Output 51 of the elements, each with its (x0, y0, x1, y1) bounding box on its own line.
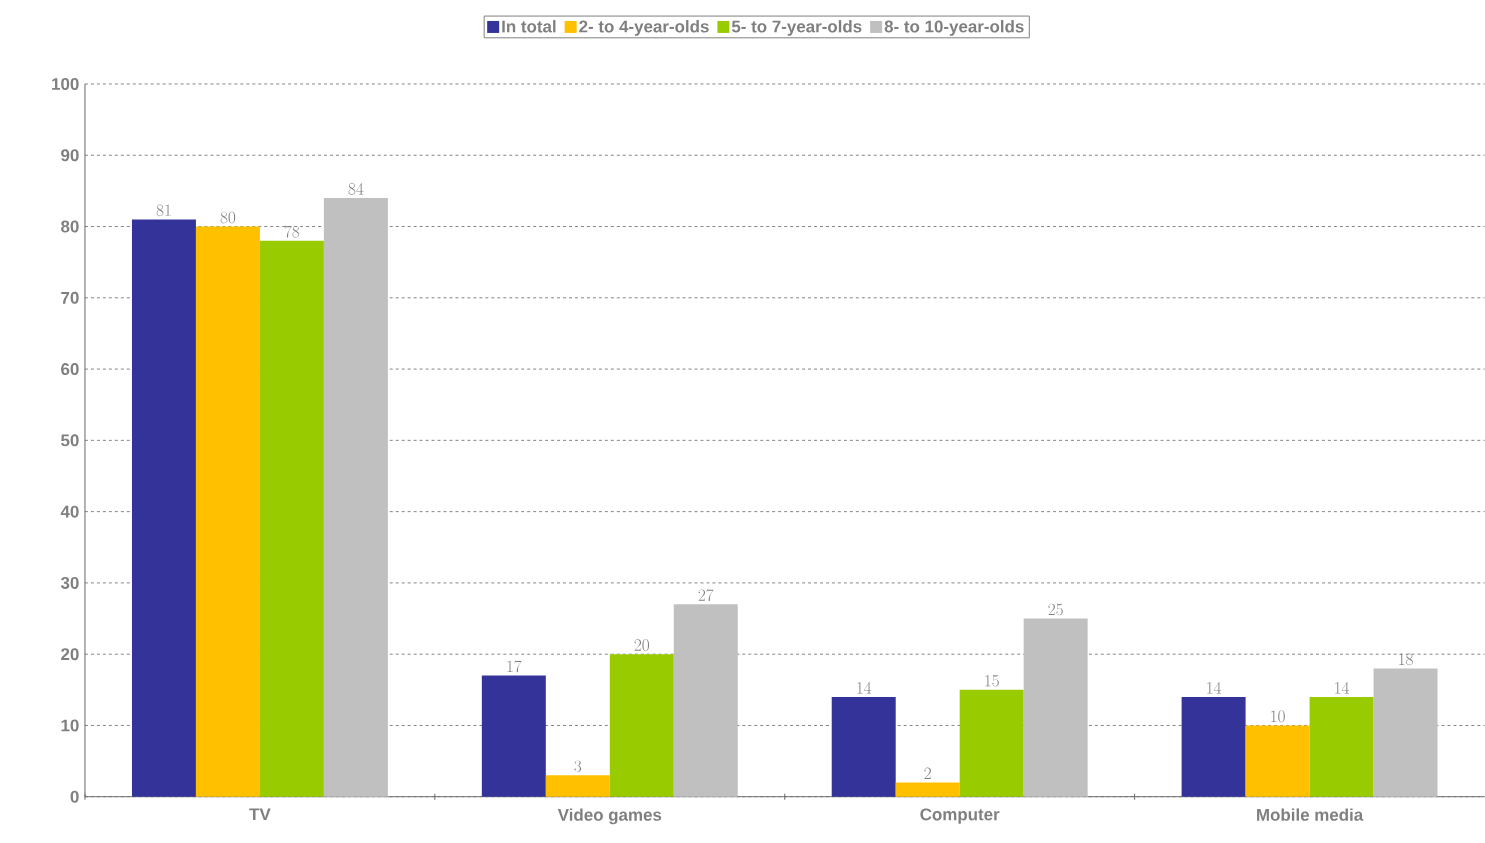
legend-label: In total (502, 20, 556, 33)
y-tick-label: 50 (61, 434, 79, 447)
x-tick-label: Mobile media (1257, 808, 1364, 821)
bar (895, 782, 960, 797)
data-label: 3 (574, 760, 582, 773)
bar (1245, 725, 1310, 797)
y-tick-label: 0 (70, 790, 79, 803)
y-tick-label: 10 (61, 719, 79, 732)
bar (1181, 697, 1246, 797)
bar (481, 675, 546, 797)
y-tick-label: 40 (60, 505, 79, 518)
bar (959, 689, 1024, 797)
data-label: 80 (220, 211, 236, 224)
y-tick-label: 80 (61, 220, 79, 233)
bar (609, 654, 674, 797)
data-label: 15 (985, 675, 999, 687)
bar (545, 775, 610, 797)
bar (1309, 697, 1374, 797)
bar (259, 240, 324, 797)
y-tick-label: 70 (61, 291, 79, 304)
bar (195, 226, 260, 797)
bar (831, 697, 896, 797)
data-label: 84 (348, 183, 364, 195)
bar (1373, 668, 1438, 797)
bar (1023, 618, 1088, 797)
x-tick-label: TV (249, 808, 271, 821)
y-tick-label: 60 (61, 363, 79, 376)
x-tick-label: Computer (920, 808, 1000, 824)
y-tick-label: 30 (60, 577, 79, 590)
bar (673, 604, 738, 797)
data-label: 2 (924, 767, 931, 780)
data-label: 27 (698, 589, 714, 602)
data-label: 10 (1271, 710, 1285, 723)
legend-label: 2- to 4-year-olds (579, 20, 709, 36)
data-label: 81 (156, 204, 171, 217)
data-label: 20 (634, 639, 650, 652)
bar (323, 198, 388, 797)
data-label: 14 (857, 682, 872, 694)
data-label: 17 (507, 660, 522, 673)
y-tick-label: 100 (52, 78, 79, 91)
data-label: 25 (1048, 603, 1063, 616)
data-label: 78 (284, 225, 300, 238)
data-label: 14 (1207, 682, 1222, 694)
legend-label: 5- to 7-year-olds (731, 20, 862, 36)
legend-label: 8- to 10-year-olds (884, 20, 1024, 36)
y-tick-label: 90 (61, 149, 79, 162)
y-tick-label: 20 (61, 648, 79, 661)
data-label: 18 (1399, 653, 1413, 666)
bar (131, 219, 196, 797)
x-tick-label: Video games (557, 808, 662, 825)
data-label: 14 (1335, 682, 1350, 694)
